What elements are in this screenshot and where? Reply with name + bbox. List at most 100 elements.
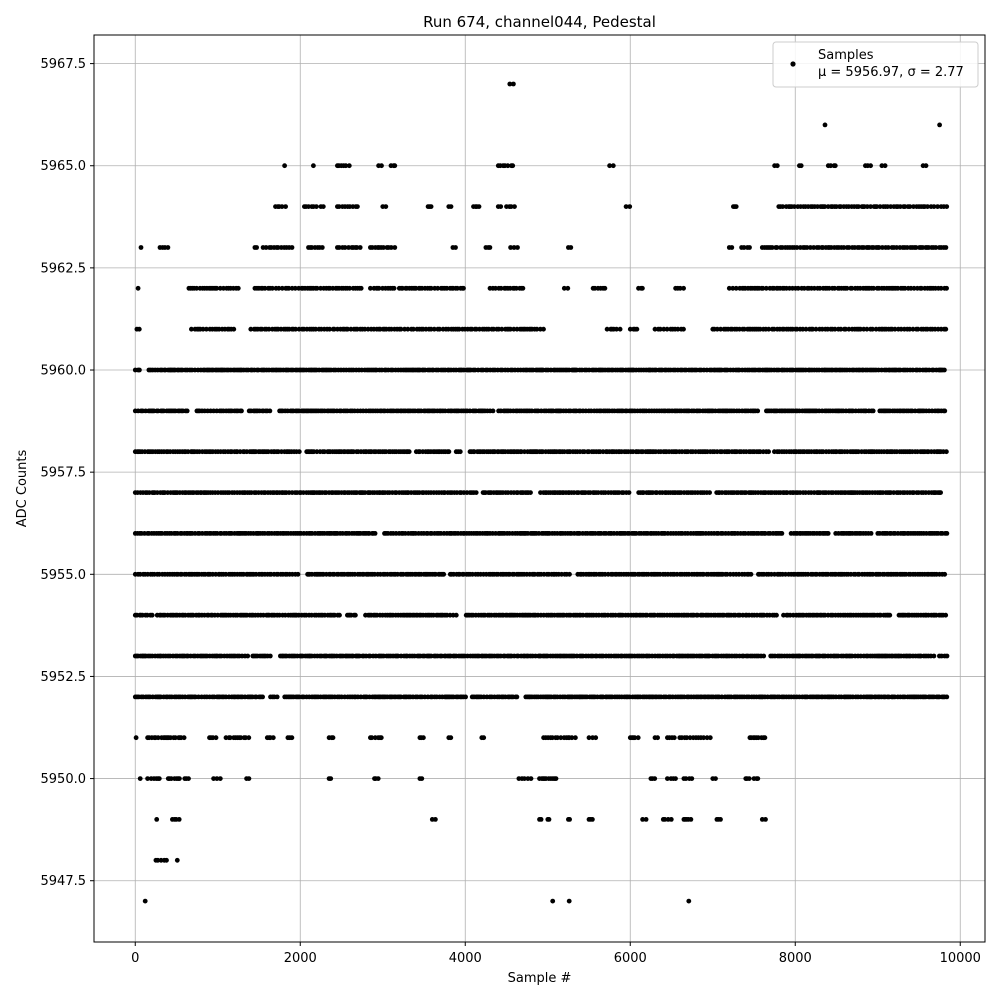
data-point [825, 531, 831, 536]
data-point [433, 817, 438, 822]
data-point [481, 735, 487, 741]
data-point [944, 204, 950, 210]
data-point [747, 245, 752, 250]
y-tick-label: 5955.0 [41, 568, 87, 583]
data-point [748, 571, 754, 577]
data-point [453, 245, 458, 250]
data-point [729, 245, 735, 250]
x-axis-label: Sample # [508, 971, 572, 986]
data-point [448, 204, 454, 210]
data-point [463, 694, 468, 700]
data-point [626, 490, 632, 495]
data-point [643, 817, 649, 822]
y-tick-label: 5962.5 [41, 261, 87, 276]
data-point [448, 735, 454, 741]
data-point [378, 735, 384, 741]
data-point [254, 245, 259, 250]
data-point [550, 898, 556, 904]
data-point [942, 571, 948, 577]
data-point [457, 449, 463, 455]
data-point [822, 122, 828, 128]
data-point [142, 898, 148, 904]
data-point [184, 408, 190, 414]
data-point [673, 776, 678, 781]
data-point [868, 531, 874, 536]
data-point [762, 735, 768, 741]
data-point [133, 735, 139, 741]
x-tick-label: 6000 [614, 951, 647, 966]
y-tick-label: 5967.5 [41, 57, 87, 72]
data-point [668, 817, 674, 822]
data-point [567, 817, 572, 822]
data-point [943, 612, 949, 618]
data-point [573, 735, 578, 741]
data-point [512, 204, 517, 210]
data-point [755, 776, 761, 781]
data-point [149, 612, 155, 618]
data-point [553, 776, 559, 781]
x-tick-label: 0 [131, 951, 139, 966]
y-tick-label: 5960.0 [41, 364, 87, 379]
data-point [358, 285, 364, 291]
data-point [686, 898, 692, 904]
data-point [689, 776, 695, 781]
data-point [165, 245, 171, 250]
data-point [938, 490, 943, 495]
data-point [528, 490, 533, 495]
data-point [270, 735, 276, 741]
data-point [707, 490, 712, 495]
x-tick-label: 10000 [940, 951, 981, 966]
y-tick-label: 5947.5 [41, 874, 87, 889]
data-point [379, 163, 384, 169]
data-point [681, 285, 686, 291]
data-point [311, 163, 316, 169]
data-point [655, 735, 660, 741]
data-point [372, 531, 378, 536]
data-point [138, 245, 144, 250]
chart-title: Run 674, channel044, Pedestal [423, 13, 656, 31]
data-point [568, 245, 574, 250]
data-point [231, 326, 237, 332]
data-point [923, 163, 929, 169]
data-point [733, 204, 739, 210]
data-point [515, 245, 520, 250]
data-point [314, 204, 319, 210]
data-point [832, 163, 838, 169]
data-point [498, 204, 504, 210]
data-point [177, 776, 182, 781]
data-point [217, 776, 223, 781]
data-point [135, 285, 141, 291]
data-point [627, 204, 633, 210]
data-point [763, 817, 768, 822]
data-point [239, 408, 244, 414]
data-point [617, 326, 623, 332]
data-point [330, 735, 336, 741]
data-point [453, 612, 459, 618]
data-point [520, 285, 526, 291]
data-point [943, 245, 949, 250]
data-point [213, 735, 219, 741]
data-point [289, 245, 295, 250]
data-point [476, 204, 482, 210]
data-point [635, 735, 641, 741]
data-point [267, 653, 273, 659]
data-point [392, 163, 398, 169]
data-point [383, 204, 389, 210]
data-point [510, 163, 516, 169]
data-point [937, 122, 942, 128]
data-point [235, 285, 241, 291]
data-point [944, 653, 950, 659]
data-point [944, 449, 949, 455]
data-point [943, 326, 949, 332]
data-point [289, 735, 295, 741]
data-point [406, 449, 412, 455]
data-point [392, 245, 398, 250]
data-point [346, 163, 352, 169]
data-point [593, 735, 599, 741]
data-points [132, 81, 950, 904]
data-point [245, 653, 251, 659]
data-point [490, 408, 496, 414]
data-point [713, 776, 718, 781]
data-point [186, 776, 191, 781]
